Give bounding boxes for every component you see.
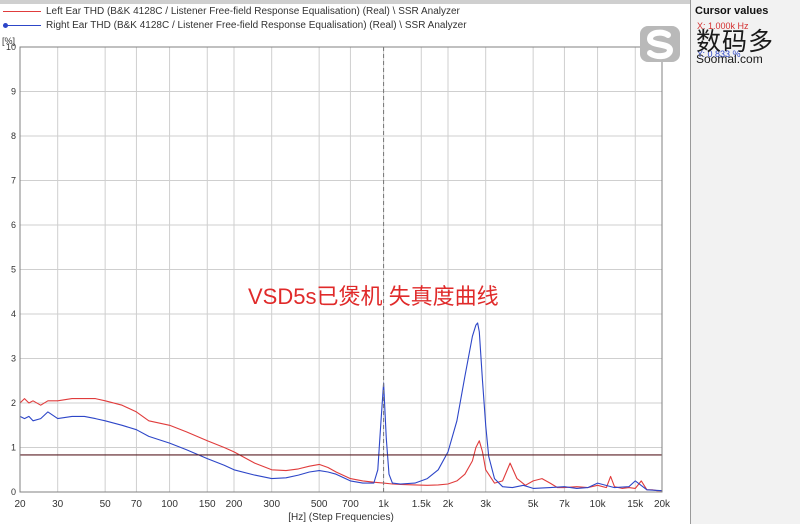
series-line-left-ear bbox=[19, 398, 662, 492]
x-tick-label: 3k bbox=[480, 499, 492, 510]
x-tick-label: 20k bbox=[654, 499, 671, 510]
soomal-logo-cn: 数码多 bbox=[696, 28, 775, 56]
x-tick-label: 700 bbox=[342, 499, 359, 510]
x-tick-label: 500 bbox=[311, 499, 328, 510]
legend-swatch-left bbox=[3, 11, 41, 12]
x-tick-label: 300 bbox=[263, 499, 280, 510]
y-tick-label: 0 bbox=[11, 487, 16, 497]
y-tick-label: 3 bbox=[11, 354, 16, 364]
x-tick-label: 50 bbox=[100, 499, 112, 510]
soomal-logo-icon bbox=[640, 26, 680, 62]
x-tick-label: 15k bbox=[627, 499, 644, 510]
grid-layer bbox=[19, 46, 663, 493]
x-tick-label: 1k bbox=[378, 499, 390, 510]
x-tick-label: 20 bbox=[14, 499, 26, 510]
legend: Left Ear THD (B&K 4128C / Listener Free-… bbox=[0, 4, 690, 34]
x-tick-label: 5k bbox=[528, 499, 540, 510]
y-tick-label: 7 bbox=[11, 176, 16, 186]
cursor-values-title: Cursor values bbox=[695, 5, 769, 17]
series-layer bbox=[19, 322, 663, 492]
x-tick-label: 200 bbox=[226, 499, 243, 510]
x-tick-label: 70 bbox=[131, 499, 143, 510]
legend-label-right: Right Ear THD (B&K 4128C / Listener Free… bbox=[46, 20, 467, 31]
y-tick-label: 5 bbox=[11, 265, 16, 275]
y-tick-label: 4 bbox=[11, 309, 16, 319]
x-tick-label: 100 bbox=[161, 499, 178, 510]
x-tick-label: 2k bbox=[443, 499, 455, 510]
x-tick-label: 150 bbox=[199, 499, 216, 510]
cursor-y-value: Y: 0.833 % bbox=[697, 49, 741, 59]
x-tick-label: 10k bbox=[590, 499, 607, 510]
x-tick-label: 1.5k bbox=[412, 499, 432, 510]
soomal-watermark: 数码多 Soomal.com bbox=[638, 20, 788, 68]
cursor-values-panel: Cursor values X: 1.000k Hz Y: 0.833 % bbox=[690, 0, 800, 524]
x-axis-label: [Hz] (Step Frequencies) bbox=[288, 512, 394, 523]
y-tick-label: 9 bbox=[11, 87, 16, 97]
legend-marker-dot bbox=[3, 23, 8, 28]
soomal-logo-en: Soomal.com bbox=[696, 52, 763, 66]
top-strip bbox=[0, 0, 690, 4]
legend-label-left: Left Ear THD (B&K 4128C / Listener Free-… bbox=[46, 6, 460, 17]
y-tick-label: 1 bbox=[11, 443, 16, 453]
y-tick-label: 10 bbox=[6, 42, 16, 52]
overlay-annotation: VSD5s已煲机 失真度曲线 bbox=[248, 284, 499, 309]
y-tick-label: 2 bbox=[11, 398, 16, 408]
y-axis-unit-label: [%] bbox=[2, 36, 15, 46]
series-line-right-ear bbox=[19, 322, 663, 492]
plot-frame bbox=[19, 46, 663, 493]
x-tick-label: 30 bbox=[52, 499, 64, 510]
cursor-x-value: X: 1.000k Hz bbox=[697, 21, 749, 31]
tick-layer: 0 1 2 3 4 5 6 7 8 9 10 20 30 50 70 100 150 200 300 500 700 1k… bbox=[6, 42, 671, 510]
y-tick-label: 6 bbox=[11, 220, 16, 230]
y-tick-label: 8 bbox=[11, 131, 16, 141]
thd-chart[interactable]: [%] 0 1 2 3 4 5 6 7 8 9 10 20 30 50 70 100 150 200 300 500 7… bbox=[0, 0, 690, 524]
legend-swatch-right bbox=[3, 25, 41, 26]
x-tick-label: 7k bbox=[559, 499, 571, 510]
cursor-layer bbox=[20, 47, 662, 492]
